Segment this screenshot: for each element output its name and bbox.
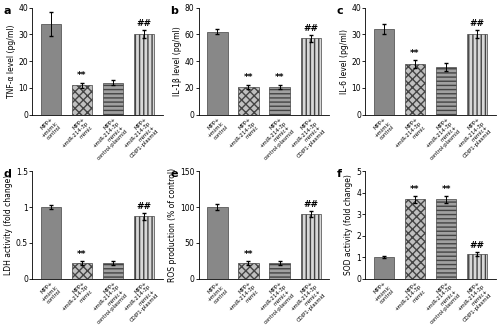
- Bar: [103, 263, 123, 279]
- Bar: [300, 214, 321, 279]
- Bar: [208, 207, 228, 279]
- Bar: [103, 83, 123, 115]
- Text: ##: ##: [136, 202, 152, 211]
- Text: b: b: [170, 6, 178, 15]
- Y-axis label: TNF-α level (pg/ml): TNF-α level (pg/ml): [6, 24, 16, 98]
- Bar: [270, 263, 289, 279]
- Text: ##: ##: [470, 19, 484, 28]
- Bar: [467, 35, 487, 115]
- Bar: [467, 254, 487, 279]
- Text: a: a: [4, 6, 11, 15]
- Text: **: **: [442, 185, 451, 194]
- Y-axis label: IL-6 level (pg/ml): IL-6 level (pg/ml): [340, 29, 348, 94]
- Text: ##: ##: [303, 200, 318, 209]
- Text: **: **: [77, 249, 86, 259]
- Y-axis label: IL-1β level (pg/ml): IL-1β level (pg/ml): [173, 26, 182, 96]
- Text: **: **: [410, 49, 420, 58]
- Bar: [134, 35, 154, 115]
- Bar: [208, 32, 228, 115]
- Bar: [72, 85, 92, 115]
- Text: **: **: [275, 73, 284, 83]
- Bar: [405, 199, 425, 279]
- Text: c: c: [336, 6, 343, 15]
- Bar: [270, 87, 289, 115]
- Bar: [374, 29, 394, 115]
- Bar: [134, 216, 154, 279]
- Bar: [41, 207, 61, 279]
- Bar: [238, 263, 258, 279]
- Text: **: **: [77, 71, 86, 81]
- Bar: [436, 66, 456, 115]
- Text: ##: ##: [136, 19, 152, 28]
- Bar: [41, 24, 61, 115]
- Text: f: f: [336, 169, 342, 179]
- Bar: [238, 87, 258, 115]
- Text: **: **: [244, 73, 253, 83]
- Y-axis label: ROS production (% of control): ROS production (% of control): [168, 168, 177, 282]
- Bar: [300, 38, 321, 115]
- Text: ##: ##: [303, 24, 318, 33]
- Text: **: **: [410, 185, 420, 194]
- Bar: [374, 257, 394, 279]
- Bar: [405, 64, 425, 115]
- Text: d: d: [4, 169, 12, 179]
- Text: e: e: [170, 169, 177, 179]
- Y-axis label: SOD activity (fold change): SOD activity (fold change): [344, 175, 354, 275]
- Bar: [72, 263, 92, 279]
- Text: ##: ##: [470, 241, 484, 250]
- Y-axis label: LDH activity (fold change): LDH activity (fold change): [4, 175, 13, 275]
- Text: **: **: [244, 250, 253, 259]
- Bar: [436, 199, 456, 279]
